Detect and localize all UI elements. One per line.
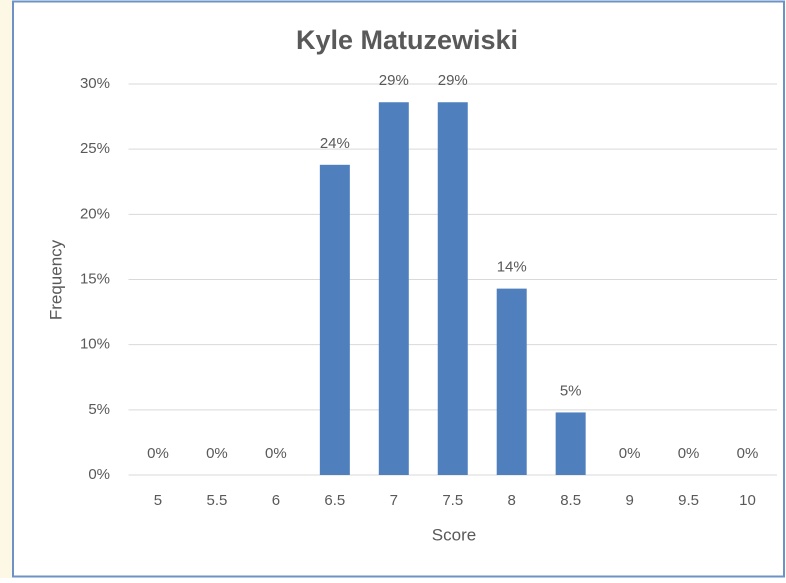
x-tick-label: 6.5 <box>324 492 345 509</box>
x-tick-label: 10 <box>739 492 756 509</box>
data-label: 0% <box>737 445 759 462</box>
y-tick-label: 0% <box>88 466 110 483</box>
data-label: 5% <box>560 382 582 399</box>
bar <box>437 102 468 475</box>
data-label: 0% <box>678 445 700 462</box>
x-tick-label: 9.5 <box>678 492 699 509</box>
data-label: 24% <box>320 135 350 152</box>
data-label: 0% <box>619 445 641 462</box>
x-tick-label: 8 <box>508 492 516 509</box>
x-tick-label: 8.5 <box>560 492 581 509</box>
x-tick-label: 5.5 <box>207 492 228 509</box>
bar <box>496 288 527 475</box>
side-strip <box>0 0 12 578</box>
data-label: 29% <box>438 72 468 89</box>
data-label: 0% <box>206 445 228 462</box>
data-label: 0% <box>147 445 169 462</box>
y-tick-label: 30% <box>80 75 110 92</box>
x-tick-label: 5 <box>154 492 162 509</box>
y-tick-label: 5% <box>88 401 110 418</box>
x-tick-label: 9 <box>625 492 633 509</box>
y-tick-label: 25% <box>80 140 110 157</box>
chart-title: Kyle Matuzewiski <box>296 25 518 55</box>
bar <box>378 102 409 475</box>
x-tick-label: 7.5 <box>442 492 463 509</box>
y-tick-label: 15% <box>80 270 110 287</box>
bar <box>555 412 586 475</box>
x-tick-label: 6 <box>272 492 280 509</box>
x-axis-label: Score <box>432 525 476 544</box>
data-label: 0% <box>265 445 287 462</box>
y-tick-label: 10% <box>80 336 110 353</box>
bar <box>319 164 350 475</box>
x-tick-label: 7 <box>390 492 398 509</box>
data-label: 14% <box>497 259 527 276</box>
y-tick-label: 20% <box>80 205 110 222</box>
y-axis-label: Frequency <box>46 239 65 320</box>
data-label: 29% <box>379 72 409 89</box>
